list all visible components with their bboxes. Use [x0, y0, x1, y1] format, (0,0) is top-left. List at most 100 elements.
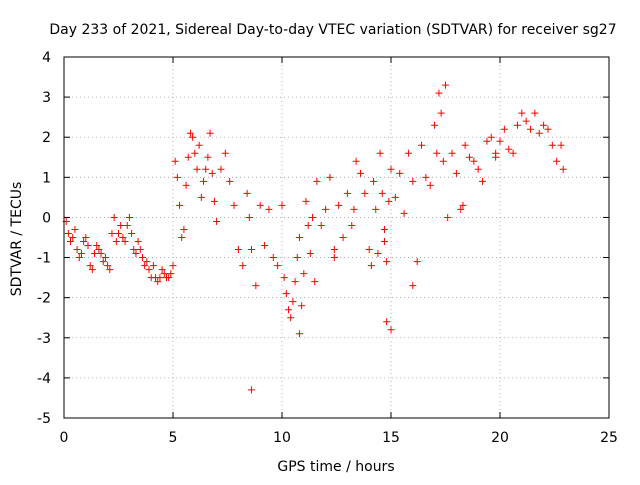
data-point — [422, 173, 430, 181]
data-point — [387, 326, 395, 334]
data-point — [108, 229, 116, 237]
data-point — [243, 189, 251, 197]
data-point — [145, 266, 153, 274]
data-point — [487, 133, 495, 141]
data-point — [459, 201, 467, 209]
data-point — [280, 274, 288, 282]
x-axis-title: GPS time / hours — [277, 459, 394, 475]
data-point — [239, 262, 247, 270]
data-point — [252, 282, 260, 290]
data-point — [531, 109, 539, 117]
data-point — [186, 129, 194, 137]
data-point — [221, 149, 229, 157]
data-point — [91, 250, 99, 258]
data-point — [189, 133, 197, 141]
y-tick-label: 3 — [42, 90, 51, 106]
data-point — [374, 250, 382, 258]
data-point — [121, 238, 129, 246]
data-point — [376, 149, 384, 157]
data-point — [256, 201, 264, 209]
data-point — [505, 145, 513, 153]
data-point — [385, 197, 393, 205]
y-tick-label: 0 — [42, 210, 51, 226]
data-point — [404, 149, 412, 157]
data-point — [165, 274, 173, 282]
data-point — [104, 262, 112, 270]
y-tick-label: -3 — [37, 331, 51, 347]
data-point — [322, 205, 330, 213]
data-point — [352, 157, 360, 165]
data-point — [442, 81, 449, 89]
data-point — [197, 193, 205, 201]
data-point — [191, 149, 199, 157]
data-point — [136, 246, 144, 254]
data-point — [553, 157, 561, 165]
data-point — [500, 125, 508, 133]
data-point — [479, 177, 487, 185]
data-point — [230, 201, 238, 209]
data-point — [396, 169, 404, 177]
data-point — [69, 234, 77, 241]
data-point — [261, 242, 269, 250]
data-point — [208, 169, 216, 177]
data-point — [557, 141, 565, 149]
data-point — [350, 205, 358, 213]
data-point — [86, 262, 94, 270]
data-point — [461, 141, 469, 149]
data-point — [110, 213, 118, 221]
data-point — [282, 290, 290, 298]
x-tick-label: 0 — [60, 430, 69, 446]
data-point — [182, 181, 190, 189]
data-point — [311, 278, 319, 286]
data-point — [123, 221, 131, 229]
data-point — [204, 153, 212, 161]
data-point — [372, 205, 380, 213]
data-point — [158, 266, 166, 274]
chart-title: Day 233 of 2021, Sidereal Day-to-day VTE… — [49, 22, 616, 38]
data-point — [200, 177, 208, 185]
data-point — [77, 250, 85, 258]
y-tick-label: 4 — [42, 50, 51, 66]
data-point — [117, 221, 125, 229]
data-point — [143, 258, 151, 266]
x-tick-label: 5 — [169, 430, 178, 446]
data-point — [125, 213, 133, 221]
x-tick-label: 25 — [600, 430, 618, 446]
data-point — [330, 246, 338, 254]
data-point — [134, 238, 142, 246]
data-point — [518, 109, 526, 117]
data-point — [176, 201, 184, 209]
plot-frame — [63, 56, 610, 419]
data-point — [300, 270, 308, 278]
data-point — [431, 121, 439, 129]
data-point — [285, 306, 293, 314]
data-point — [128, 229, 136, 237]
data-point — [293, 254, 301, 262]
data-point — [115, 229, 122, 237]
data-point — [559, 165, 567, 173]
data-points-layer — [62, 81, 567, 394]
data-point — [496, 137, 504, 145]
data-point — [426, 181, 434, 189]
data-point — [295, 330, 303, 338]
data-point — [452, 169, 460, 177]
data-point — [138, 254, 146, 262]
data-point — [409, 177, 417, 185]
data-point — [73, 246, 81, 254]
y-axis-tick-labels: 4 3 2 1 0 -1 -2 -3 -4 -5 — [37, 50, 51, 427]
data-point — [535, 129, 543, 137]
data-point — [326, 173, 334, 181]
data-point — [304, 221, 312, 229]
data-point — [380, 238, 388, 246]
data-point — [418, 141, 426, 149]
data-point — [457, 205, 465, 213]
data-point — [289, 298, 297, 306]
data-point — [544, 125, 552, 133]
data-point — [130, 246, 138, 254]
data-point — [84, 242, 92, 250]
data-point — [265, 205, 273, 213]
data-point — [527, 125, 535, 133]
data-point — [80, 238, 88, 246]
